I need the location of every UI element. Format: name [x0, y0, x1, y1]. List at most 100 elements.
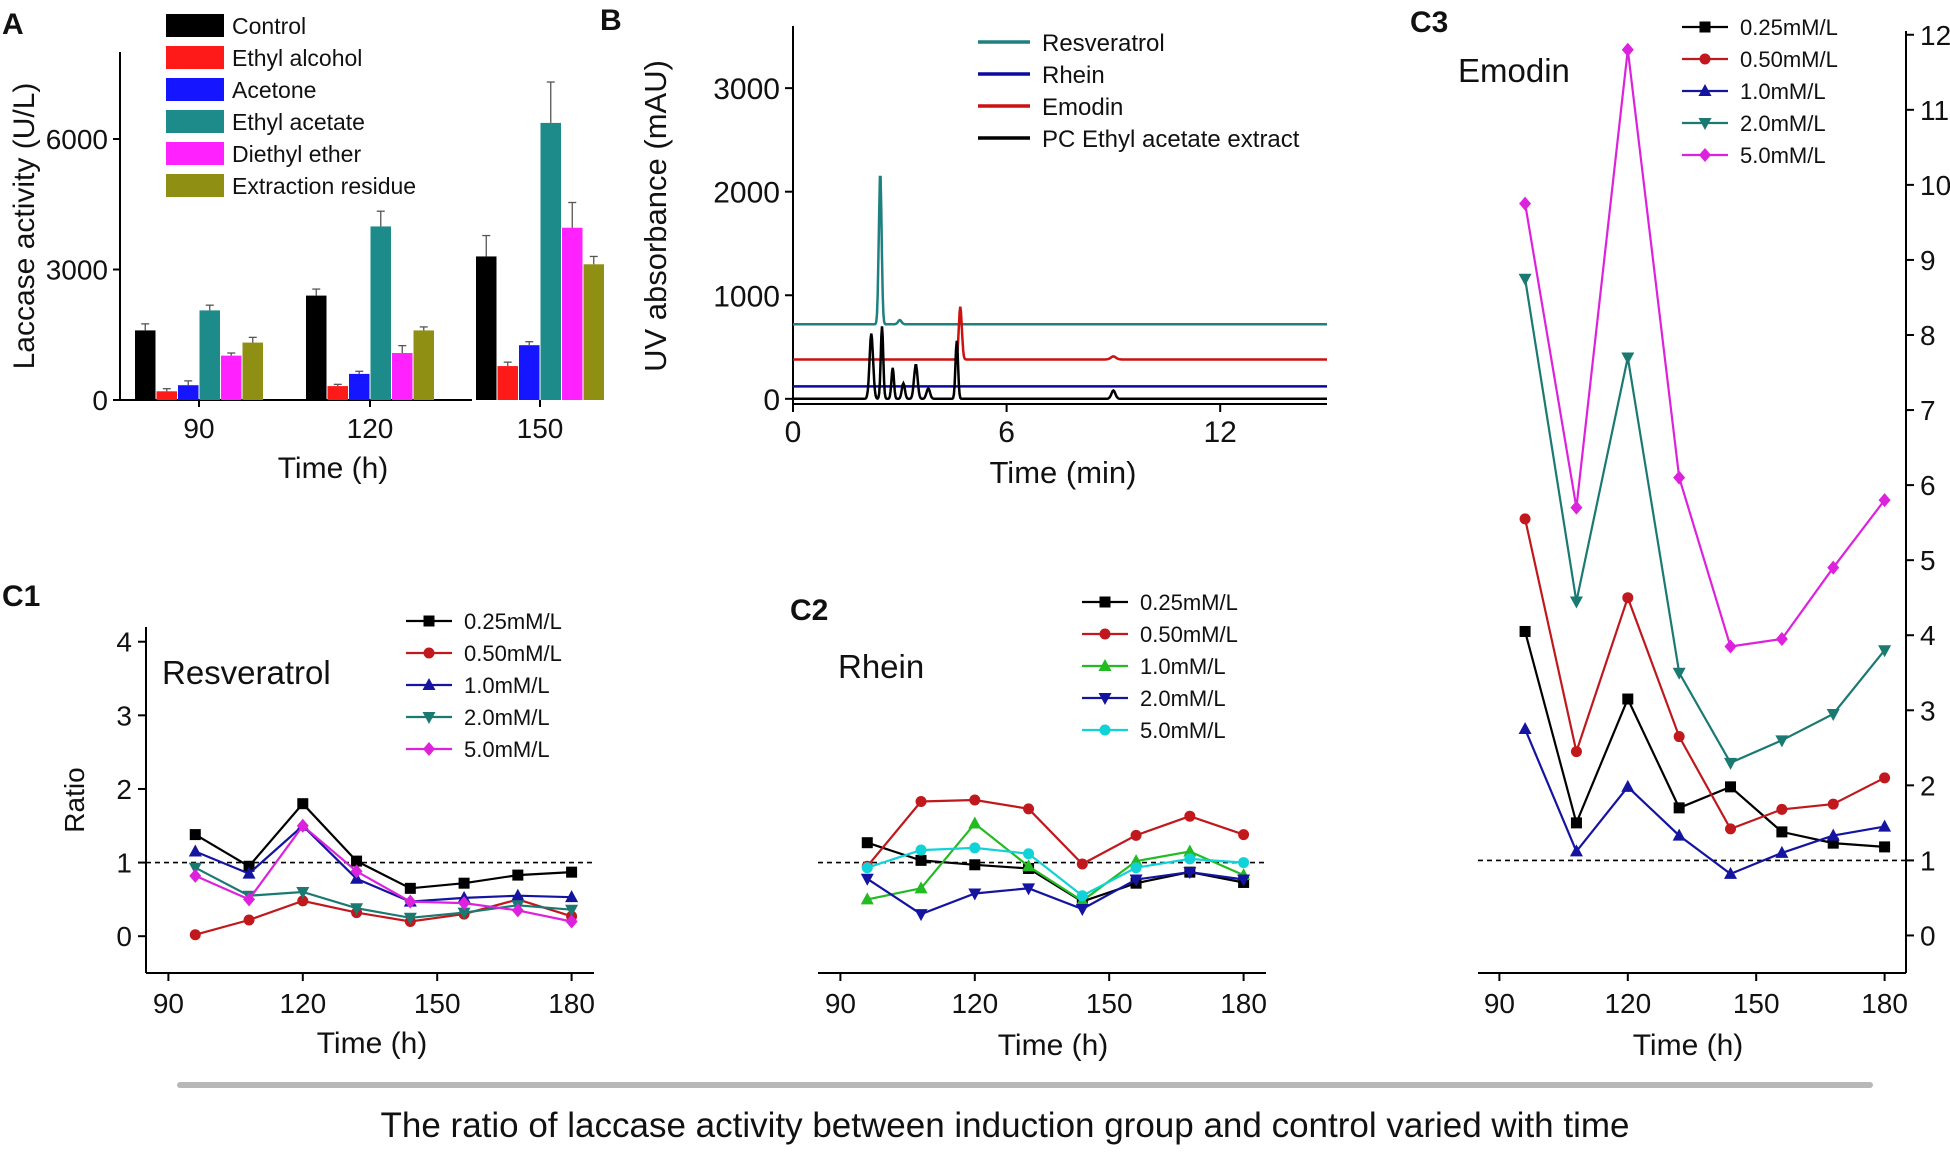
panel-c1-point [566, 866, 578, 878]
panel-a-x-tick-label: 90 [183, 413, 214, 444]
panel-a-bar [156, 391, 177, 400]
panel-a-bar [370, 226, 391, 400]
panel-c3-series-line [1524, 49, 1886, 648]
panel-c2-legend-label: 5.0mM/L [1140, 718, 1226, 743]
panel-c3-series-line [1524, 518, 1886, 831]
panel-a-legend-swatch [166, 46, 224, 69]
panel-a-bar [540, 122, 561, 400]
panel-b-y-tick-label: 1000 [713, 280, 780, 313]
panel-c3-point [1672, 667, 1686, 680]
panel-a-bar [562, 227, 583, 400]
panel-c3-point [1826, 709, 1840, 722]
panel-c3-point [1570, 500, 1583, 515]
panel-c3-point [1519, 625, 1531, 637]
panel-c2-legend-label: 0.25mM/L [1140, 590, 1238, 615]
panel-c1-series-line [194, 824, 572, 923]
panel-c3-legend-label: 1.0mM/L [1740, 79, 1826, 104]
panel-c1-y-tick-label: 0 [116, 921, 132, 952]
panel-c3-series-line [1524, 278, 1886, 765]
panel-b-trace [793, 175, 1327, 326]
panel-c2-point [1129, 854, 1143, 867]
panel-a-legend-label: Acetone [232, 77, 316, 103]
panel-a-legend-swatch [166, 142, 224, 165]
panel-c2-point [969, 842, 981, 854]
panel-c2-point [968, 816, 982, 829]
panel-c3-point [1621, 352, 1635, 365]
panel-c3-legend-label: 0.50mM/L [1740, 47, 1838, 72]
panel-c3-point [1725, 781, 1737, 793]
panel-c3-y-tick-label: 3 [1920, 695, 1936, 726]
panel-c2-point [1076, 858, 1088, 870]
panel-c2-point [861, 837, 873, 849]
panel-c2-x-tick-label: 180 [1220, 988, 1267, 1019]
panel-c3-point [1724, 757, 1738, 770]
panel-c3-y-tick-label: 0 [1920, 920, 1936, 951]
panel-a-bar [583, 264, 604, 400]
panel-c2-point [1183, 844, 1197, 857]
panel-c1-legend-label: 5.0mM/L [464, 737, 550, 762]
panel-a-bar [306, 295, 327, 400]
panel-c1-x-tick-label: 150 [414, 988, 461, 1019]
panel-c1-point [351, 855, 363, 867]
panel-c1-legend-label: 2.0mM/L [464, 705, 550, 730]
panel-b-legend-label: Resveratrol [1042, 30, 1165, 57]
panel-c2-point [860, 873, 874, 886]
panel-c3-point [1621, 42, 1634, 57]
panel-c3-point [1827, 837, 1839, 849]
panel-c1-point [511, 903, 524, 918]
panel-c3-point [1725, 823, 1737, 835]
panel-c3-point [1775, 735, 1789, 748]
panel-c1-point [457, 907, 471, 920]
panel-c3-point [1878, 493, 1891, 508]
panel-c2-point [860, 892, 874, 905]
panel-b-x-axis-label: Time (min) [990, 455, 1137, 490]
panel-a-legend-swatch [166, 14, 224, 37]
panel-b-x-tick-label: 0 [785, 416, 802, 449]
panel-c1-point [511, 888, 525, 901]
panel-c2-point [1023, 803, 1035, 815]
panel-c3-point [1775, 631, 1788, 646]
panel-c3-point [1672, 828, 1686, 841]
panel-a-legend-label: Ethyl alcohol [232, 45, 362, 71]
panel-c3-point [1519, 513, 1531, 525]
panel-c2-legend-label: 0.50mM/L [1140, 622, 1238, 647]
panel-c1-legend-marker [423, 742, 435, 756]
panel-c2-x-tick-label: 150 [1086, 988, 1133, 1019]
panel-a-bar [349, 373, 370, 400]
panel-c1-point [188, 862, 202, 875]
panel-b-y-tick-label: 3000 [713, 73, 780, 106]
panel-c1-point [243, 914, 255, 926]
panel-c3-y-tick-label: 11 [1920, 95, 1949, 126]
panel-c2-point [1022, 883, 1036, 896]
panel-a-x-tick-label: 120 [347, 413, 394, 444]
panel-c2-point [1076, 890, 1088, 902]
panel-c2-point [915, 854, 927, 866]
panel-c1-y-tick-label: 3 [116, 700, 132, 731]
panel-c1-point [458, 896, 471, 911]
panel-c1-point [565, 914, 578, 929]
panel-label-c1: C1 [2, 580, 40, 613]
panel-c1-y-axis-label: Ratio [59, 767, 90, 832]
panel-c3-legend-marker [1698, 84, 1712, 96]
panel-c2-legend-marker [1099, 724, 1111, 736]
panel-label-a: A [2, 8, 24, 41]
panel-c2-legend-label: 1.0mM/L [1140, 654, 1226, 679]
panel-c3-y-tick-label: 2 [1920, 770, 1936, 801]
panel-c2-point [969, 859, 981, 871]
panel-c2-point [1023, 848, 1035, 860]
panel-c1-point [243, 892, 256, 907]
panel-c2-point [968, 888, 982, 901]
panel-c1-point [296, 818, 309, 833]
panel-c2-x-axis-label: Time (h) [998, 1029, 1109, 1062]
panel-c3-x-tick-label: 180 [1861, 988, 1908, 1019]
panel-c2-chart: C2 Rhein 90 120 150 180 0.25mM/L 0.50mM/L 1.0mM/… [790, 590, 1267, 1062]
panel-c2-x-tick-label: 120 [951, 988, 998, 1019]
figure-caption: The ratio of laccase activity between in… [381, 1106, 1630, 1145]
panel-b-x-tick-label: 12 [1204, 416, 1237, 449]
panel-c2-point [1237, 874, 1251, 887]
panel-label-b: B [600, 4, 622, 37]
panel-c2-point [1129, 874, 1143, 887]
panel-c1-point [297, 895, 309, 907]
panel-c3-point [1775, 845, 1789, 858]
